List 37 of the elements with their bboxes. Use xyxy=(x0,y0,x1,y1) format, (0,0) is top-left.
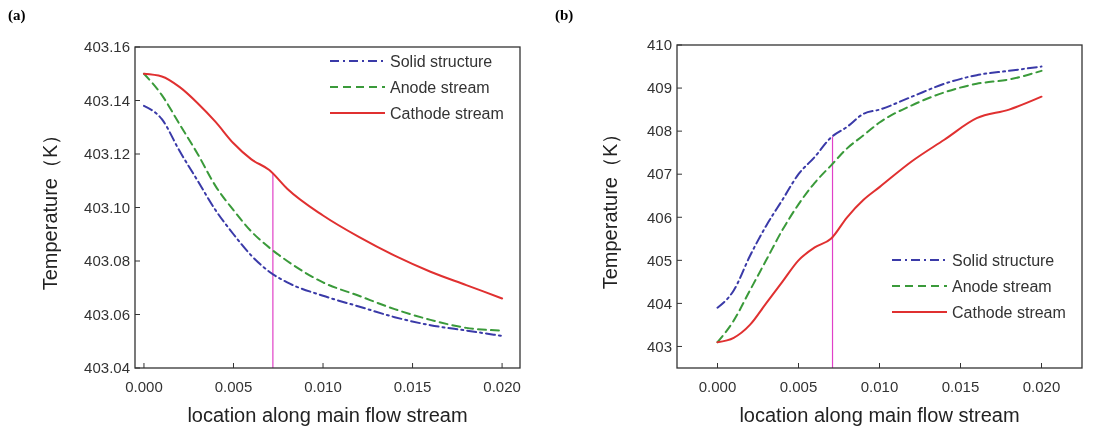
legend-label: Solid structure xyxy=(952,251,1055,269)
y-tick-label: 407 xyxy=(646,165,672,183)
x-tick-label: 0.010 xyxy=(304,378,342,395)
x-axis-title: location along main flow stream xyxy=(739,404,1020,426)
x-tick-label: 0.020 xyxy=(1022,378,1061,395)
x-tick-label: 0.000 xyxy=(698,378,737,395)
y-tick-label: 403.06 xyxy=(84,305,130,323)
y-tick-label: 408 xyxy=(646,122,672,140)
y-tick-label: 403 xyxy=(646,337,672,355)
y-axis-title: Temperature（K） xyxy=(39,124,61,291)
x-tick-label: 0.020 xyxy=(483,378,521,395)
y-axis-title: Temperature（K） xyxy=(599,123,621,290)
x-tick-label: 0.015 xyxy=(393,378,432,395)
x-tick-label: 0.010 xyxy=(860,378,899,395)
y-tick-label: 404 xyxy=(646,294,672,312)
y-tick-label: 406 xyxy=(646,208,672,226)
y-tick-label: 409 xyxy=(646,79,672,97)
y-tick-label: 403.08 xyxy=(84,252,130,270)
y-tick-label: 405 xyxy=(646,251,672,269)
x-tick-label: 0.005 xyxy=(214,378,253,395)
y-tick-label: 410 xyxy=(646,36,672,54)
x-tick-label: 0.015 xyxy=(941,378,980,395)
y-tick-label: 403.10 xyxy=(84,198,130,216)
legend-label: Cathode stream xyxy=(952,303,1066,321)
chart-title: (b) xyxy=(555,7,574,24)
legend-label: Cathode stream xyxy=(390,104,504,122)
legend-label: Anode stream xyxy=(390,78,490,96)
y-tick-label: 403.16 xyxy=(84,38,130,56)
x-tick-label: 0.000 xyxy=(125,378,163,395)
y-tick-label: 403.14 xyxy=(84,91,130,109)
legend-label: Anode stream xyxy=(952,277,1052,295)
chart-title: (a) xyxy=(8,7,26,24)
y-tick-label: 403.12 xyxy=(84,145,130,163)
x-axis-title: location along main flow stream xyxy=(187,404,468,426)
x-tick-label: 0.005 xyxy=(779,378,818,395)
legend-label: Solid structure xyxy=(390,52,493,70)
y-tick-label: 403.04 xyxy=(84,359,130,377)
